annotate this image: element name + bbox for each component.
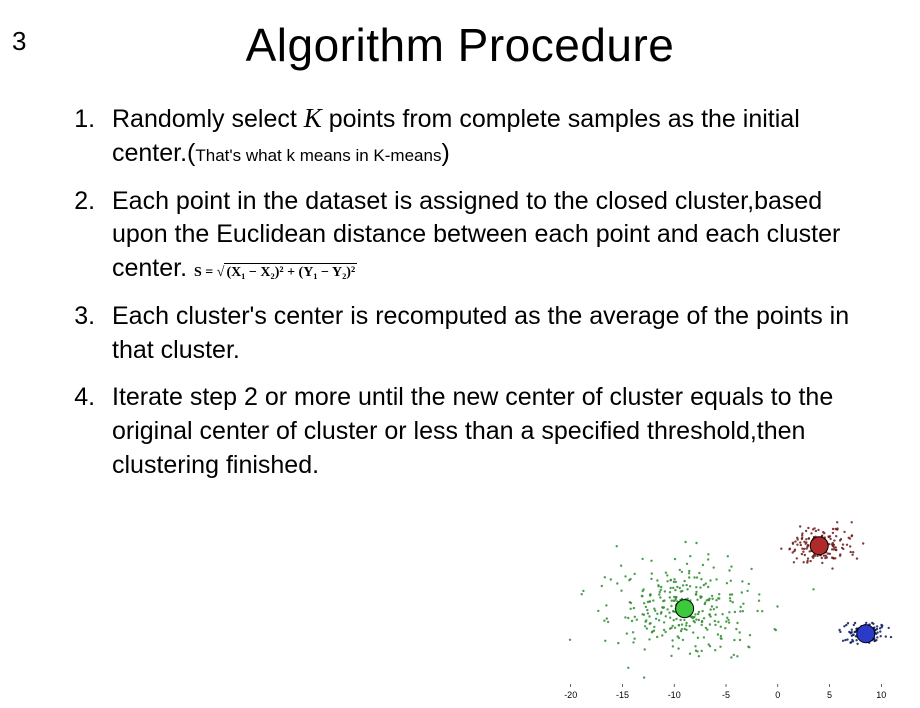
cluster-scatter-plot: -20 -15 -10 -5 0 5 10: [540, 502, 910, 702]
step-3: Each cluster's center is recomputed as t…: [102, 300, 880, 368]
step-1-close: ): [441, 139, 449, 167]
page-title: Algorithm Procedure: [0, 18, 920, 72]
formula-body: (X₁ − X₂)² + (Y₁ − Y₂)²: [224, 263, 357, 283]
sqrt-icon: √(X₁ − X₂)² + (Y₁ − Y₂)²: [217, 263, 357, 283]
distance-formula: S = √(X₁ − X₂)² + (Y₁ − Y₂)²: [194, 265, 357, 280]
step-2: Each point in the dataset is assigned to…: [102, 185, 880, 286]
step-4-text: Iterate step 2 or more until the new cen…: [112, 383, 833, 479]
formula-lhs: S =: [194, 265, 217, 280]
svg-text:-10: -10: [668, 690, 681, 700]
step-3-text: Each cluster's center is recomputed as t…: [112, 302, 849, 364]
steps-list: Randomly select K points from complete s…: [70, 100, 880, 483]
step-1-kvar: K: [304, 103, 322, 133]
svg-text:-5: -5: [722, 690, 730, 700]
step-1-paren: That's what k means in K-means: [195, 146, 441, 165]
svg-text:-20: -20: [564, 690, 577, 700]
svg-text:0: 0: [775, 690, 780, 700]
svg-text:10: 10: [876, 690, 886, 700]
step-1: Randomly select K points from complete s…: [102, 100, 880, 171]
step-1-pre: Randomly select: [112, 105, 304, 133]
step-4: Iterate step 2 or more until the new cen…: [102, 381, 880, 482]
svg-text:5: 5: [827, 690, 832, 700]
scatter-svg: -20 -15 -10 -5 0 5 10: [540, 502, 910, 702]
page-number: 3: [12, 26, 26, 57]
svg-text:-15: -15: [616, 690, 629, 700]
content-area: Randomly select K points from complete s…: [0, 100, 920, 483]
